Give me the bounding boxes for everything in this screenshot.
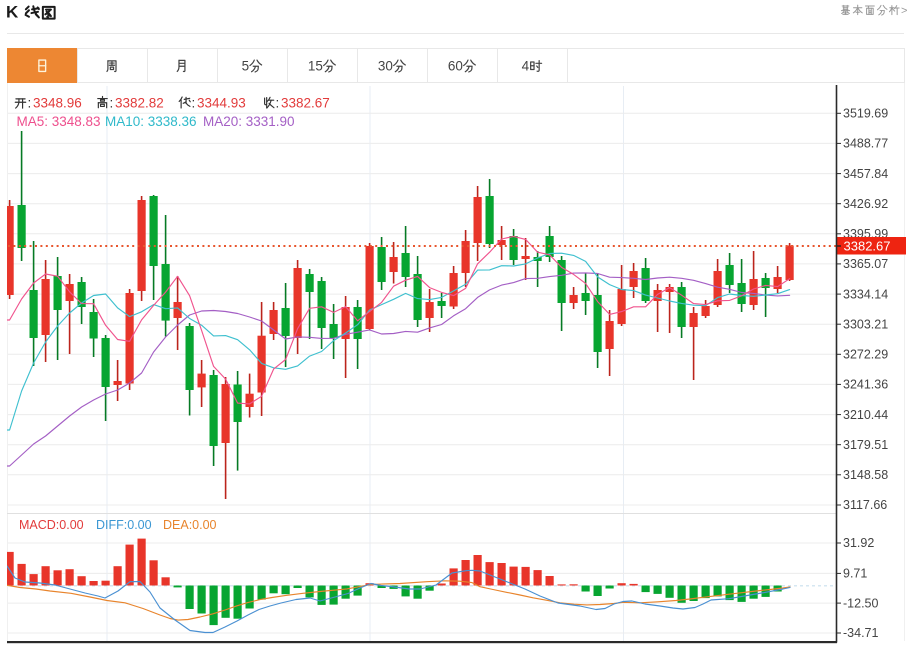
svg-text:5: 5 [242,59,250,74]
svg-text:3148.58: 3148.58 [843,468,888,482]
svg-text:3382.82: 3382.82 [115,96,164,111]
svg-text:3488.77: 3488.77 [843,137,888,151]
svg-text:4: 4 [522,59,530,74]
svg-text:3426.92: 3426.92 [843,197,888,211]
svg-text:3344.93: 3344.93 [197,96,246,111]
svg-text:60: 60 [448,59,463,74]
svg-text:3210.44: 3210.44 [843,408,888,422]
svg-text:3272.29: 3272.29 [843,348,888,362]
svg-text:MA10: 3338.36: MA10: 3338.36 [105,114,197,129]
svg-text:DEA:0.00: DEA:0.00 [163,518,217,532]
svg-text::: : [192,96,196,111]
svg-text:3348.96: 3348.96 [33,96,82,111]
svg-text:3382.67: 3382.67 [281,96,330,111]
svg-text:3303.21: 3303.21 [843,317,888,331]
svg-text:MACD:0.00: MACD:0.00 [19,518,84,532]
svg-text:MA5: 3348.83: MA5: 3348.83 [17,114,101,129]
svg-text:MA20: 3331.90: MA20: 3331.90 [203,114,295,129]
svg-text:3334.14: 3334.14 [843,287,888,301]
svg-text:3457.84: 3457.84 [843,167,888,181]
svg-text:3179.51: 3179.51 [843,438,888,452]
svg-text:>: > [901,5,907,17]
svg-text:DIFF:0.00: DIFF:0.00 [96,518,152,532]
svg-text:3519.69: 3519.69 [843,107,888,121]
svg-text:3365.07: 3365.07 [843,257,888,271]
svg-text:K: K [6,3,19,22]
svg-text:9.71: 9.71 [843,567,867,581]
svg-text:-34.71: -34.71 [843,626,878,640]
svg-text:3117.66: 3117.66 [843,498,887,512]
svg-text:30: 30 [378,59,393,74]
svg-text:-12.50: -12.50 [843,596,878,610]
svg-text::: : [110,96,114,111]
svg-text:3382.67: 3382.67 [844,239,891,254]
svg-text::: : [276,96,280,111]
svg-text:3241.36: 3241.36 [843,378,888,392]
svg-text:31.92: 31.92 [843,536,874,550]
svg-text:15: 15 [308,59,323,74]
svg-text::: : [28,96,32,111]
